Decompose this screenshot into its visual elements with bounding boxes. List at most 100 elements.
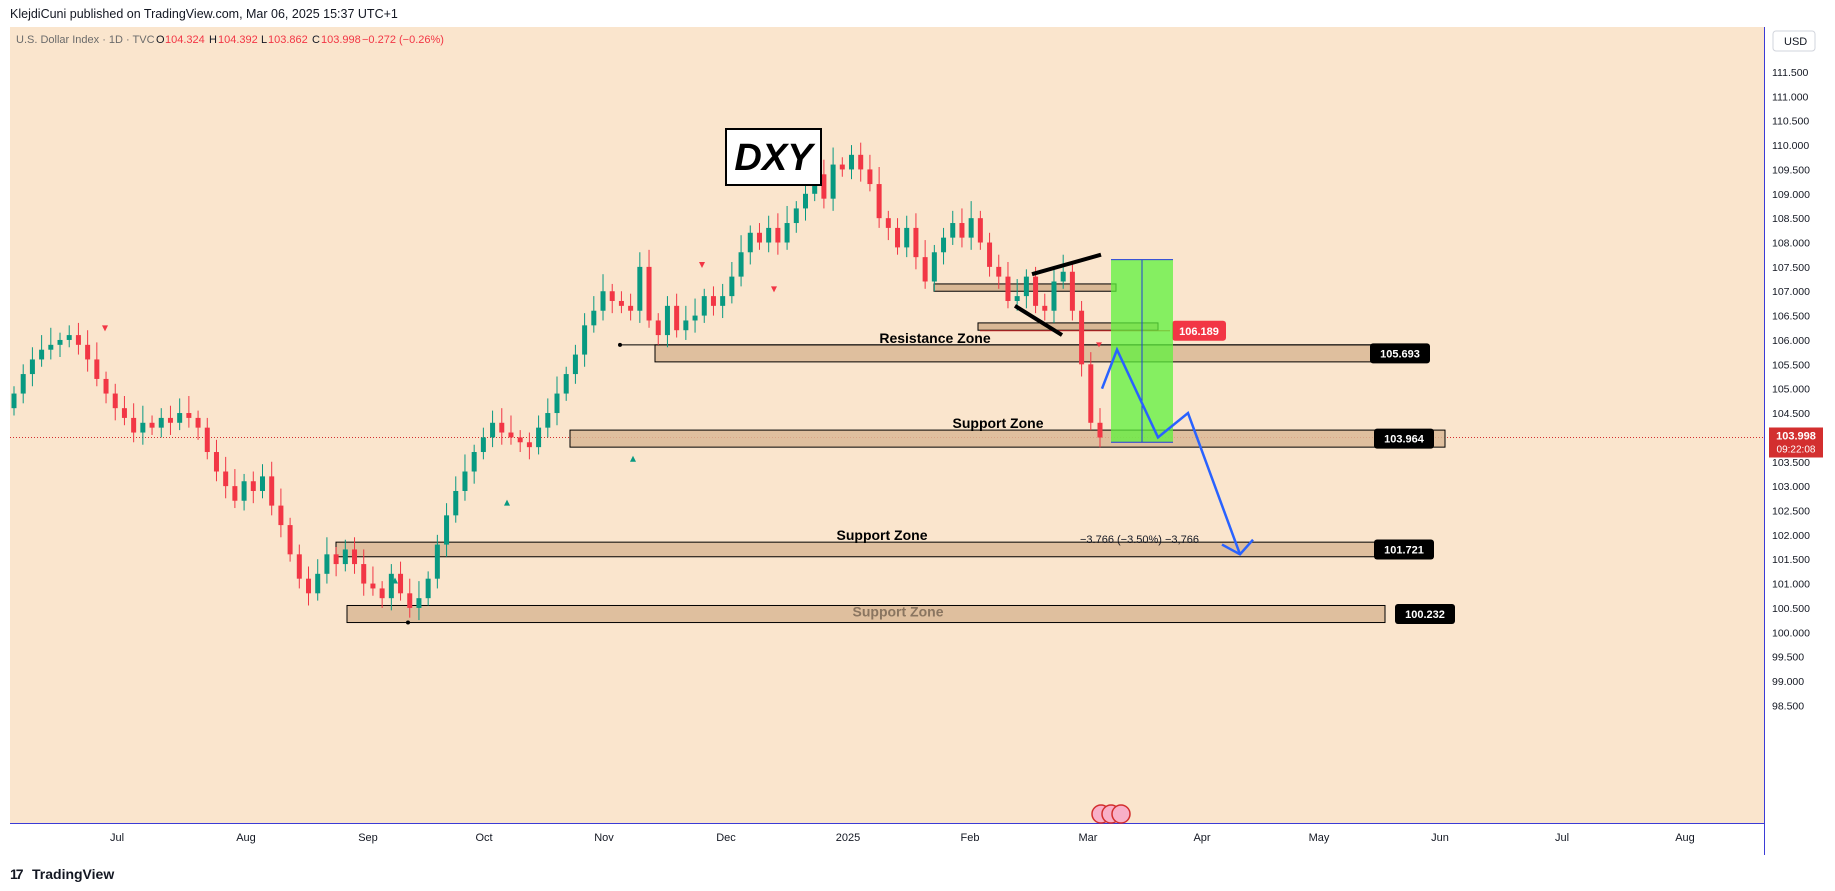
x-tick-label: Jul xyxy=(110,832,124,844)
candle-body xyxy=(637,266,643,311)
y-tick-label: 99.000 xyxy=(1772,676,1804,688)
footer-bar: 17 TradingView xyxy=(0,858,1835,891)
down-marker-icon xyxy=(1096,342,1102,348)
candle-body xyxy=(11,393,17,409)
candle-body xyxy=(333,554,339,565)
x-tick-label: Sep xyxy=(358,832,378,844)
zone-box[interactable] xyxy=(346,604,1386,624)
candle-body xyxy=(655,320,661,336)
candles-layer xyxy=(11,142,1103,621)
candle-body xyxy=(591,310,597,326)
zone-price-text: 103.964 xyxy=(1384,434,1425,446)
legend-o-label: O xyxy=(156,34,165,46)
x-tick-label: Feb xyxy=(961,832,980,844)
candle-body xyxy=(747,232,753,253)
zone-price-label xyxy=(1374,539,1434,560)
falling-trend-line[interactable] xyxy=(1013,304,1064,337)
candle-body xyxy=(931,252,937,282)
candle-body xyxy=(683,320,689,331)
candle-body xyxy=(1023,276,1029,297)
candle-body xyxy=(48,344,54,350)
candle-body xyxy=(287,525,293,555)
zone-box[interactable] xyxy=(569,429,1446,448)
legend-c-label: C xyxy=(312,34,320,46)
price-chart[interactable]: 111.500 111.000 110.500 110.000 109.500 109.0… xyxy=(10,27,1825,855)
x-tick-label: May xyxy=(1309,832,1330,844)
candle-body xyxy=(710,296,716,306)
projection-path[interactable] xyxy=(1100,346,1242,555)
up-marker-icon xyxy=(630,455,636,462)
tradingview-logo[interactable]: 17 TradingView xyxy=(10,866,114,882)
y-tick-label: 110.000 xyxy=(1772,140,1809,152)
plot-background xyxy=(10,27,1765,823)
candle-body xyxy=(563,374,569,394)
candle-body xyxy=(103,378,109,394)
candle-body xyxy=(793,208,799,224)
candle-body xyxy=(315,573,321,594)
candle-body xyxy=(131,417,137,433)
candle-body xyxy=(499,422,505,433)
candle-body xyxy=(729,276,735,297)
y-tick-label: 106.500 xyxy=(1772,311,1810,323)
currency-label: USD xyxy=(1784,36,1807,48)
candle-body xyxy=(324,554,330,574)
zone-price-text: 100.232 xyxy=(1405,609,1445,621)
candle-body xyxy=(821,174,827,199)
currency-button[interactable] xyxy=(1772,30,1816,52)
candle-body xyxy=(278,505,284,526)
zone-box[interactable] xyxy=(654,344,1426,363)
candle-body xyxy=(434,544,440,579)
events-icon[interactable] xyxy=(1091,804,1131,824)
y-tick-label: 108.000 xyxy=(1772,238,1810,250)
y-tick-label: 102.500 xyxy=(1772,505,1810,517)
entry-price-label xyxy=(1172,320,1226,341)
y-tick-label: 106.000 xyxy=(1772,335,1810,347)
title-box[interactable] xyxy=(725,128,822,186)
candle-body xyxy=(269,476,275,506)
x-tick-label: Oct xyxy=(475,832,492,844)
entry-price-text: 106.189 xyxy=(1179,326,1219,338)
candle-body xyxy=(370,583,376,589)
legend-change: −0.272 (−0.26%) xyxy=(362,34,444,46)
x-tick-label: Jul xyxy=(1555,832,1569,844)
candle-body xyxy=(471,452,477,472)
legend-l-value: 103.862 xyxy=(268,34,308,46)
candle-body xyxy=(968,218,974,238)
candle-body xyxy=(223,471,229,487)
rising-wedge-line[interactable] xyxy=(1031,252,1102,277)
chart-area[interactable]: 111.500 111.000 110.500 110.000 109.500 109.0… xyxy=(10,27,1825,855)
candle-body xyxy=(876,184,882,219)
candle-body xyxy=(618,300,624,306)
y-tick-label: 109.000 xyxy=(1772,189,1810,201)
down-marker-icon xyxy=(699,262,705,269)
down-marker-icon xyxy=(102,325,108,332)
x-tick-label: Apr xyxy=(1193,832,1210,844)
candle-body xyxy=(296,554,302,579)
drawings-layer xyxy=(102,252,1254,584)
up-marker-icon xyxy=(392,577,398,584)
candle-body xyxy=(913,227,919,258)
candle-body xyxy=(545,413,551,428)
y-tick-label: 107.500 xyxy=(1772,262,1810,274)
candle-body xyxy=(213,452,219,472)
x-tick-label: Aug xyxy=(236,832,256,844)
candle-body xyxy=(158,417,164,428)
y-tick-label: 111.500 xyxy=(1772,67,1809,79)
candle-body xyxy=(572,354,578,375)
candle-body xyxy=(1097,422,1103,438)
candle-body xyxy=(361,564,367,584)
down-marker-icon xyxy=(771,286,777,293)
candle-body xyxy=(342,549,348,565)
zone-price-label xyxy=(1395,604,1455,625)
x-tick-label: Dec xyxy=(716,832,736,844)
candle-body xyxy=(140,422,146,433)
candle-body xyxy=(416,598,422,608)
zone-box[interactable] xyxy=(335,541,1431,558)
candle-body xyxy=(20,374,26,394)
candle-body xyxy=(444,515,450,545)
legend-h-value: 104.392 xyxy=(218,34,258,46)
candle-body xyxy=(480,437,486,453)
candle-body xyxy=(904,227,910,248)
candle-body xyxy=(830,164,836,199)
candle-body xyxy=(186,413,192,418)
